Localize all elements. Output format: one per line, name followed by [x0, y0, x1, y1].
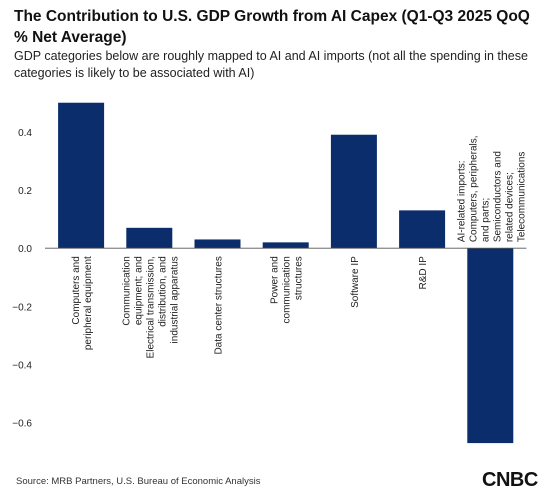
bar: [126, 227, 173, 249]
category-label-line: Data center structures: [214, 256, 225, 354]
category-label-line: communication: [282, 256, 293, 323]
category-label-line: Electrical transmission,: [145, 256, 156, 358]
y-tick-label: −0.6: [12, 419, 32, 430]
category-label: Computers and peripheral equipment: [71, 256, 94, 350]
chart-subtitle: GDP categories below are roughly mapped …: [14, 49, 528, 80]
category-label: Software IP: [350, 256, 361, 308]
bar: [58, 102, 105, 249]
category-label-line: equipment; and: [133, 256, 144, 325]
bar: [330, 134, 377, 249]
chart-title: The Contribution to U.S. GDP Growth from…: [14, 8, 530, 46]
category-label-line: peripheral equipment: [83, 256, 94, 350]
category-label-line: Computers, peripherals,: [468, 135, 479, 242]
category-label: AI-related imports: Computers, peripheral…: [456, 135, 527, 242]
bar: [467, 248, 514, 444]
cnbc-logo-icon: CNBC: [482, 465, 544, 493]
category-label-line: Power and: [270, 256, 281, 304]
category-label-line: Software IP: [350, 256, 361, 308]
category-label: R&D IP: [418, 256, 429, 290]
category-label-line: Computers and: [71, 256, 82, 324]
category-label-line: industrial apparatus: [169, 256, 180, 343]
category-label-line: Communication: [121, 256, 132, 325]
y-tick-label: −0.4: [12, 361, 32, 372]
y-axis: 0.4 0.2 0.0 −0.2 −0.4 −0.6: [12, 128, 32, 430]
y-tick-label: 0.4: [18, 128, 32, 139]
bar: [194, 239, 241, 249]
category-label-line: R&D IP: [418, 256, 429, 290]
category-label-line: structures: [294, 256, 305, 300]
bar: [399, 210, 446, 249]
category-labels: Computers and peripheral equipment Communi…: [71, 135, 527, 358]
y-tick-label: −0.2: [12, 302, 32, 313]
category-label: Power and communication structures: [270, 256, 305, 323]
category-label-line: AI-related imports:: [456, 160, 467, 242]
category-label-line: Semiconductors and: [492, 151, 503, 242]
category-label-line: related devices;: [504, 172, 515, 242]
bar: [262, 242, 309, 249]
y-tick-label: 0.2: [18, 186, 32, 197]
category-label-line: and parts;: [480, 198, 491, 242]
y-tick-label: 0.0: [18, 244, 32, 255]
bars: [58, 102, 514, 444]
category-label-line: distribution, and: [157, 256, 168, 327]
logo-text: CNBC: [482, 469, 538, 491]
category-label: Communication equipment; and Electrical tr…: [121, 256, 180, 358]
source-note: Source: MRB Partners, U.S. Bureau of Eco…: [16, 476, 261, 487]
category-label: Data center structures: [214, 256, 225, 354]
category-label-line: Telecommunications: [516, 152, 527, 243]
